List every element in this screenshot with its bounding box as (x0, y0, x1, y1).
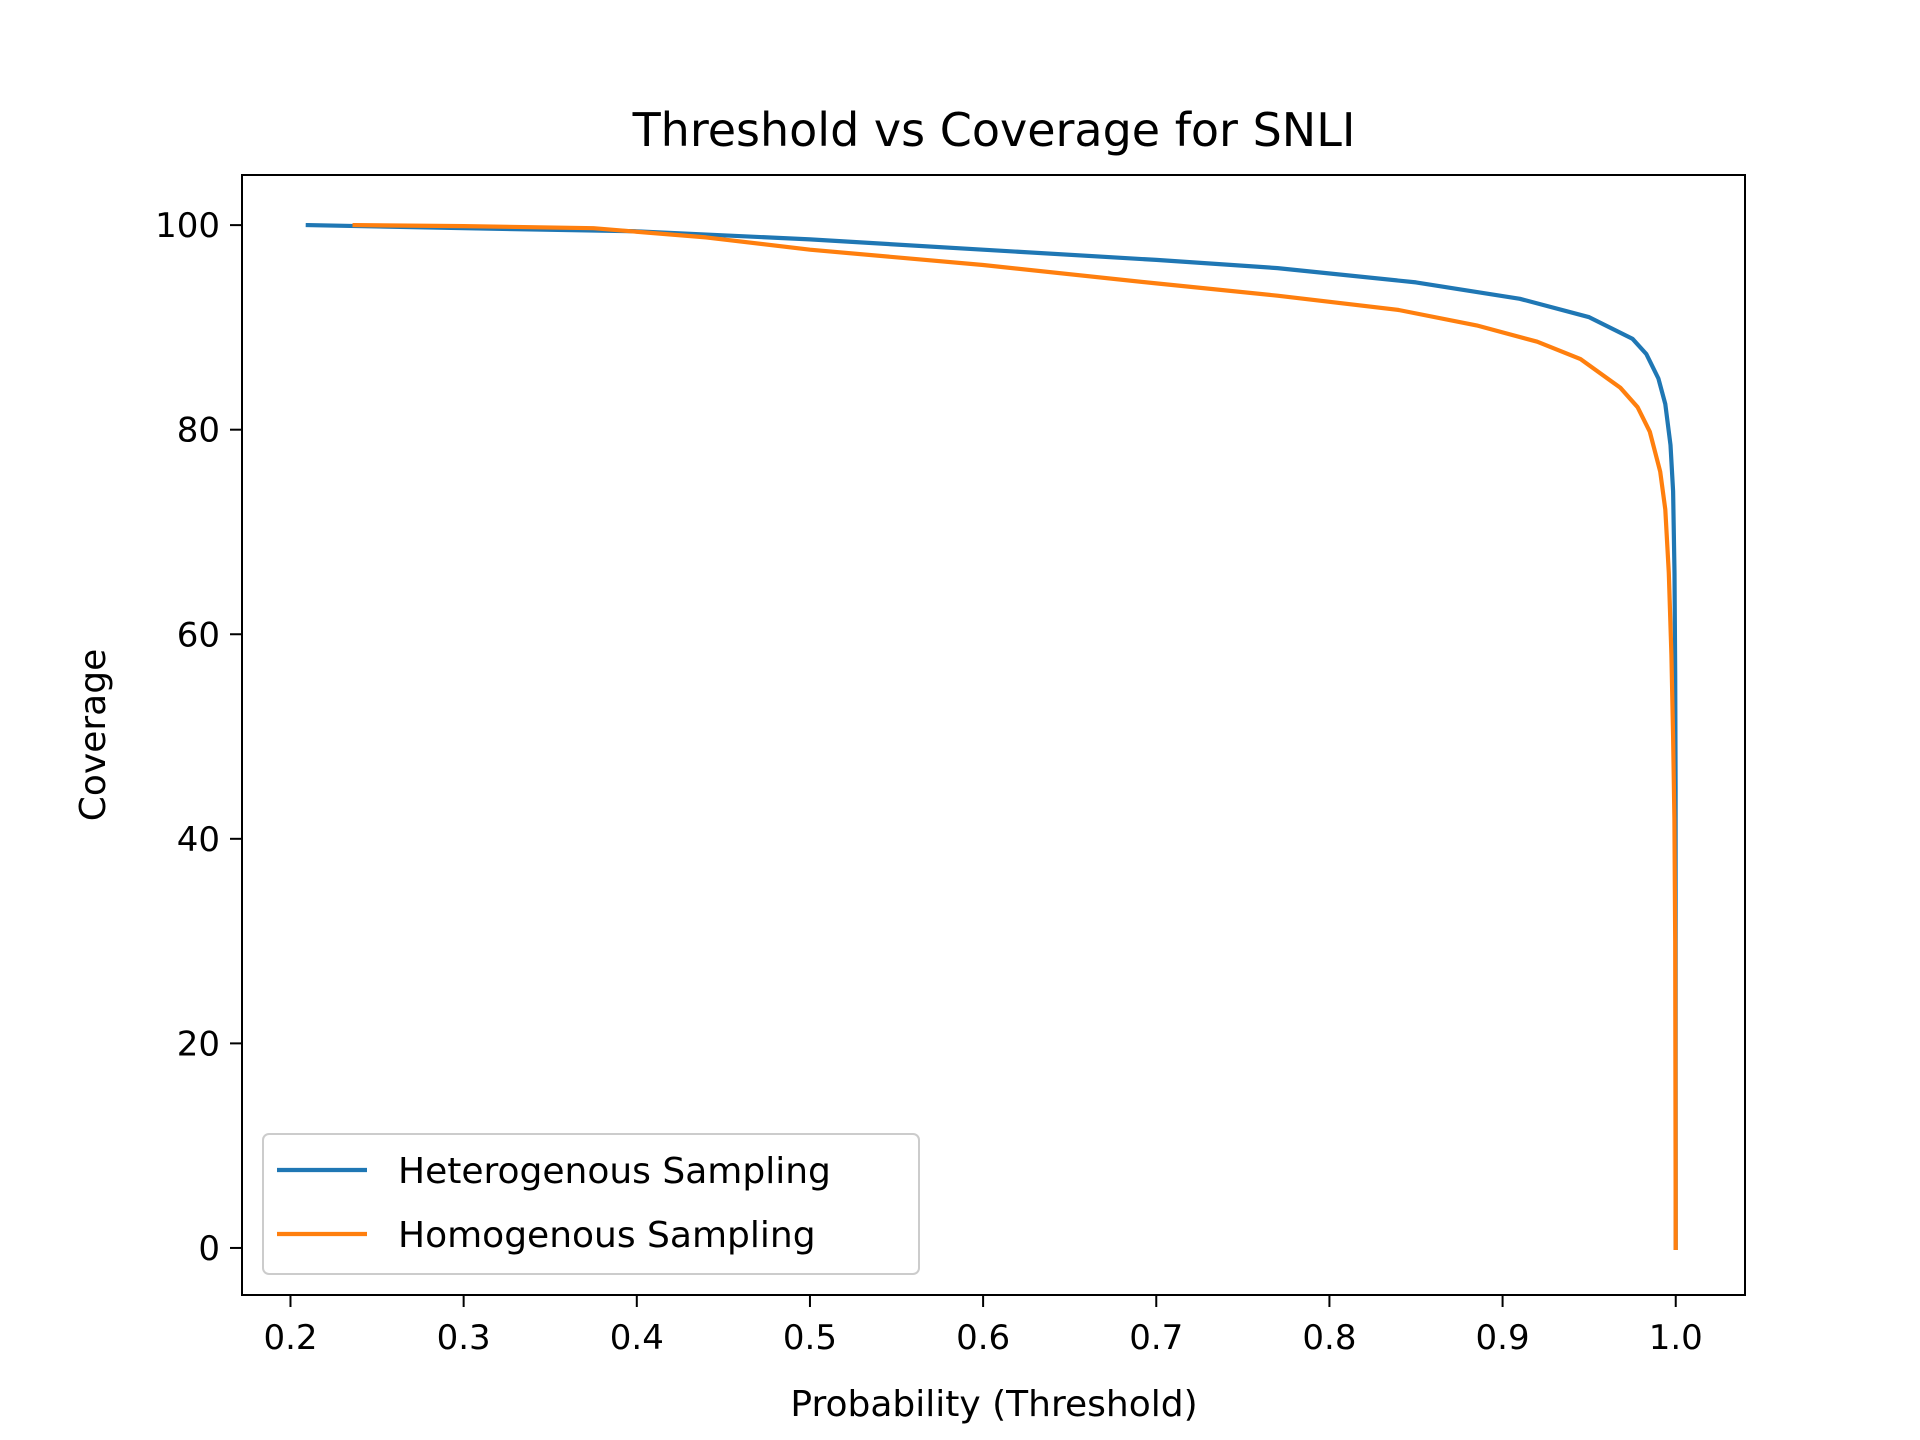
chart-title: Threshold vs Coverage for SNLI (632, 103, 1356, 157)
y-tick-label: 100 (155, 206, 220, 246)
y-tick-label: 40 (177, 820, 220, 860)
legend-label-2: Homogenous Sampling (398, 1215, 816, 1256)
y-tick-label: 0 (198, 1229, 220, 1269)
y-tick-label: 20 (177, 1024, 220, 1064)
legend-box (262, 1133, 920, 1275)
y-tick-label: 60 (177, 615, 220, 655)
series-layer (305, 222, 1678, 1251)
series-line-1 (305, 222, 1678, 1251)
x-tick-label: 0.2 (263, 1318, 317, 1358)
x-tick-label: 0.5 (783, 1318, 837, 1358)
legend: Heterogenous Sampling Homogenous Sampling (262, 1133, 920, 1275)
series-line-2 (352, 222, 1678, 1251)
y-axis: 0 20 40 60 80 100 (155, 206, 242, 1269)
x-axis: 0.2 0.3 0.4 0.5 0.6 0.7 0.8 0.9 1.0 (263, 1295, 1703, 1358)
plot-frame (241, 174, 1746, 1296)
y-axis-label: Coverage (73, 649, 114, 821)
y-tick-label: 80 (177, 411, 220, 451)
x-tick-label: 0.4 (610, 1318, 664, 1358)
x-tick-label: 0.9 (1476, 1318, 1530, 1358)
x-axis-label: Probability (Threshold) (790, 1384, 1197, 1425)
x-tick-label: 0.8 (1302, 1318, 1356, 1358)
legend-label-1: Heterogenous Sampling (398, 1151, 831, 1192)
x-tick-label: 0.7 (1129, 1318, 1183, 1358)
x-tick-label: 1.0 (1649, 1318, 1703, 1358)
x-tick-label: 0.6 (956, 1318, 1010, 1358)
x-tick-label: 0.3 (437, 1318, 491, 1358)
